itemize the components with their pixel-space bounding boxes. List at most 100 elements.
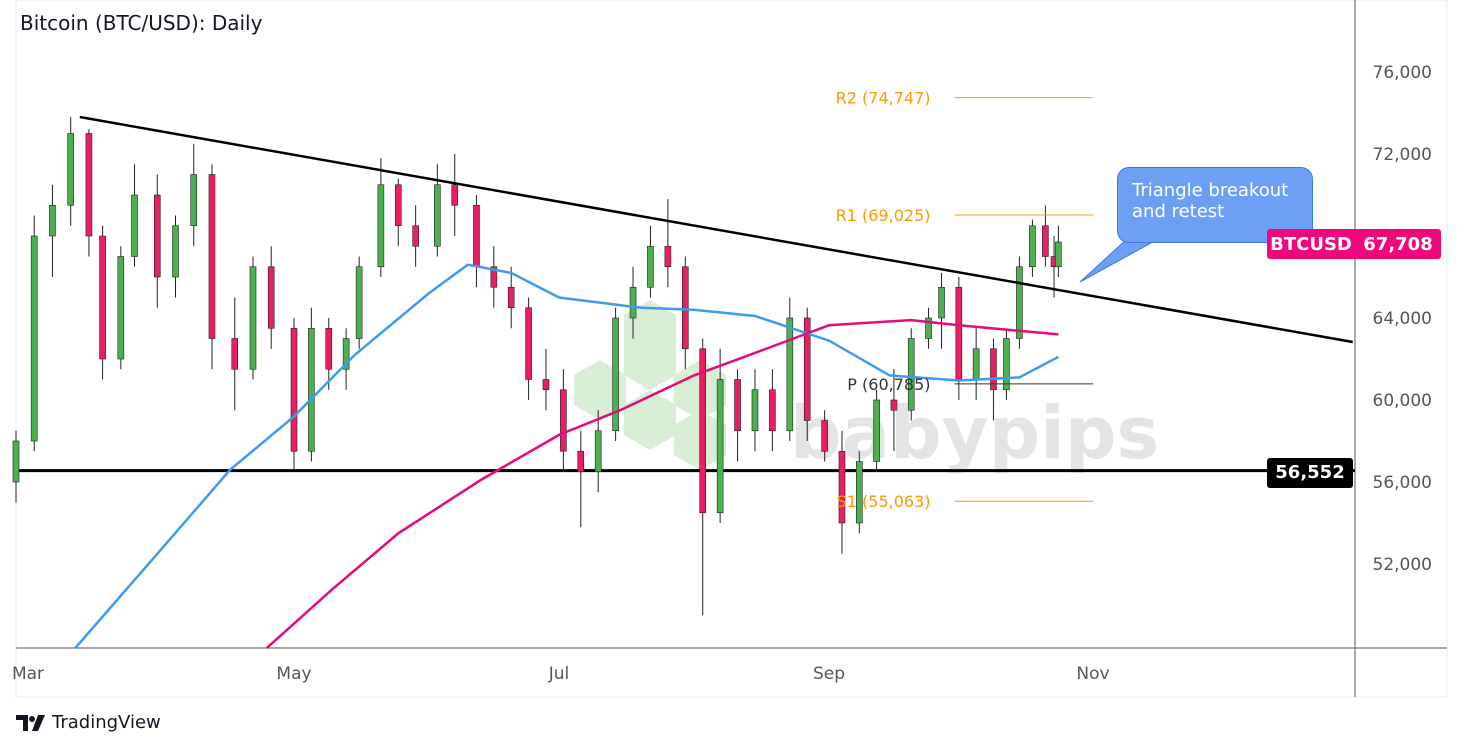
- candle: [49, 184, 56, 277]
- candle-body: [699, 348, 707, 514]
- candle: [208, 164, 216, 370]
- candle-body: [938, 286, 945, 319]
- moving-average-fast: [74, 263, 1059, 649]
- candle: [1003, 328, 1010, 400]
- candle: [734, 369, 741, 462]
- y-tick-label: 64,000: [1373, 309, 1432, 329]
- candle-body: [67, 133, 74, 206]
- candle-body: [153, 194, 161, 278]
- candle-body: [577, 450, 585, 473]
- candle: [612, 307, 619, 441]
- candle: [838, 430, 846, 554]
- x-tick-label: Sep: [813, 664, 845, 684]
- candle: [490, 246, 498, 308]
- y-tick-label: 76,000: [1373, 63, 1432, 83]
- candle-body: [290, 327, 298, 452]
- candle-body: [325, 327, 333, 370]
- candle: [1042, 205, 1049, 267]
- candle-body: [30, 235, 38, 442]
- x-tick-label: Nov: [1076, 664, 1109, 684]
- pivot-label-r1: R1 (69,025): [836, 206, 931, 225]
- candle-body: [542, 379, 550, 391]
- candle-body: [208, 174, 216, 339]
- tradingview-logo-icon: [16, 714, 45, 731]
- candle-body: [972, 348, 980, 380]
- tradingview-brand[interactable]: TradingView: [16, 712, 161, 733]
- pivot-label-p: P (60,785): [847, 375, 930, 394]
- chart-title: Bitcoin (BTC/USD): Daily: [20, 11, 263, 35]
- candle: [377, 158, 385, 277]
- candle: [117, 246, 125, 370]
- candle: [664, 199, 672, 288]
- x-tick-label: May: [276, 664, 311, 684]
- candle-body: [786, 317, 794, 432]
- candle: [325, 318, 333, 390]
- candle-body: [594, 430, 602, 473]
- candle: [85, 129, 93, 257]
- candle-body: [249, 266, 257, 370]
- candle: [249, 256, 257, 380]
- candle: [267, 246, 275, 349]
- candle: [751, 369, 759, 452]
- candle: [803, 307, 811, 441]
- candle-body: [85, 133, 93, 237]
- x-tick-label: Mar: [12, 664, 44, 684]
- candle: [699, 338, 707, 616]
- candle: [290, 318, 298, 470]
- candle-body: [647, 245, 654, 288]
- last-price-label: 67,708: [1363, 233, 1433, 255]
- candle: [308, 307, 315, 462]
- chart-frame: [15, 0, 1448, 698]
- x-tick-label: Jul: [548, 664, 570, 684]
- watermark-hexagon: [624, 300, 676, 360]
- watermark-text: babypips: [790, 391, 1159, 475]
- candle-body: [890, 399, 898, 411]
- candle-body: [734, 379, 741, 432]
- watermark-hexagon: [624, 390, 676, 450]
- candle: [907, 328, 915, 421]
- candle: [525, 297, 532, 400]
- candle-body: [838, 450, 846, 524]
- candle: [473, 195, 480, 288]
- candle: [30, 215, 38, 452]
- pivot-label-r2: R2 (74,747): [836, 89, 931, 108]
- candle: [394, 178, 402, 247]
- candle-body: [308, 327, 315, 452]
- candle-body: [49, 204, 56, 237]
- candle: [1055, 225, 1062, 277]
- candle: [577, 430, 585, 528]
- candle: [821, 410, 828, 462]
- support-price-tag: 56,552: [1267, 458, 1353, 488]
- symbol-label: BTCUSD: [1270, 233, 1352, 255]
- candle: [855, 451, 863, 534]
- candle: [412, 205, 419, 267]
- candle-body: [664, 245, 672, 268]
- candle-body: [434, 184, 441, 247]
- candle-body: [990, 348, 997, 391]
- annotation-line1: Triangle breakout: [1132, 180, 1289, 201]
- y-tick-label: 72,000: [1373, 145, 1432, 165]
- candle-body: [1042, 225, 1049, 257]
- annotation-line2: and retest: [1132, 201, 1225, 222]
- candle-body: [803, 317, 811, 421]
- candle: [560, 369, 567, 472]
- candle-body: [355, 266, 363, 339]
- candle: [938, 272, 945, 349]
- candle-body: [1029, 225, 1036, 268]
- candle: [594, 410, 602, 493]
- candle-body: [560, 389, 567, 452]
- candle: [342, 328, 350, 390]
- candle: [1029, 219, 1036, 277]
- candle-body: [99, 235, 106, 360]
- y-tick-label: 60,000: [1373, 391, 1432, 411]
- candle-body: [473, 204, 480, 268]
- candle: [972, 328, 980, 400]
- candle: [629, 266, 637, 339]
- candle-body: [681, 266, 689, 350]
- candle-body: [612, 317, 619, 432]
- candle: [1016, 256, 1023, 349]
- candle-body: [1055, 241, 1062, 268]
- candle: [873, 389, 880, 472]
